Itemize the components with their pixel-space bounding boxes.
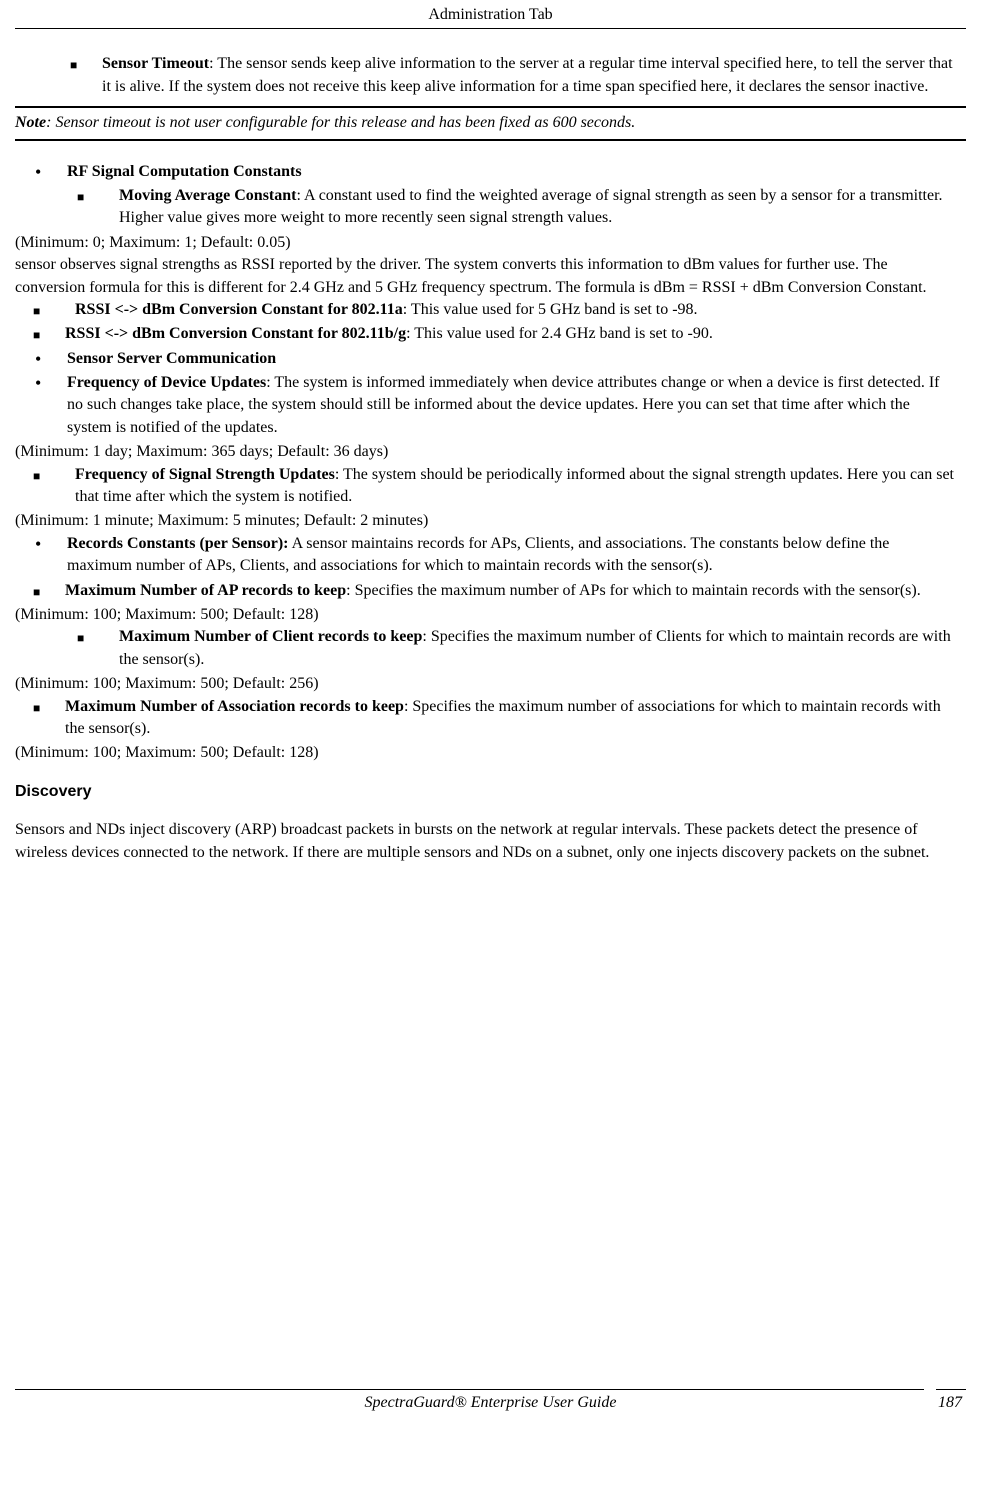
item-text: Maximum Number of AP records to keep: Sp…	[65, 580, 921, 602]
list-item-max-client: ■ Maximum Number of Client records to ke…	[77, 626, 956, 671]
item-label: Moving Average Constant	[119, 187, 296, 204]
item-text: RSSI <-> dBm Conversion Constant for 802…	[75, 299, 698, 321]
item-text: Frequency of Device Updates: The system …	[67, 372, 956, 439]
header-divider	[15, 28, 966, 29]
bullet-square-icon: ■	[70, 53, 102, 74]
item-text: RSSI <-> dBm Conversion Constant for 802…	[65, 323, 713, 345]
bullet-dot-icon: •	[35, 533, 67, 553]
item-label: RF Signal Computation Constants	[67, 161, 302, 183]
item-label: Sensor Timeout	[102, 55, 209, 72]
bullet-dot-icon: •	[35, 372, 67, 392]
item-label: Frequency of Device Updates	[67, 374, 266, 391]
item-label: Sensor Server Communication	[67, 348, 276, 370]
document-page: Administration Tab ■ Sensor Timeout: The…	[0, 0, 981, 1420]
bullet-square-icon: ■	[77, 626, 119, 647]
range-text: (Minimum: 100; Maximum: 500; Default: 25…	[15, 673, 956, 695]
item-label: Maximum Number of Client records to keep	[119, 628, 422, 645]
item-label: Frequency of Signal Strength Updates	[75, 466, 335, 483]
discovery-heading: Discovery	[15, 781, 966, 803]
bullet-dot-icon: •	[35, 348, 67, 368]
item-text: Maximum Number of Association records to…	[65, 696, 956, 741]
list-item-rssi-a: ■ RSSI <-> dBm Conversion Constant for 8…	[33, 299, 956, 321]
bullet-square-icon: ■	[33, 464, 75, 485]
discovery-paragraph: Sensors and NDs inject discovery (ARP) b…	[15, 819, 956, 864]
footer-title: SpectraGuard® Enterprise User Guide	[69, 1392, 912, 1414]
item-text: Records Constants (per Sensor): A sensor…	[67, 533, 956, 578]
range-text: (Minimum: 100; Maximum: 500; Default: 12…	[15, 742, 956, 764]
footer-divider	[15, 1389, 966, 1390]
bullet-dot-icon: •	[35, 161, 67, 181]
paragraph: sensor observes signal strengths as RSSI…	[15, 254, 956, 299]
note-text: : Sensor timeout is not user configurabl…	[46, 114, 635, 131]
bullet-square-icon: ■	[33, 299, 75, 320]
bullet-square-icon: ■	[33, 323, 65, 344]
page-header-title: Administration Tab	[15, 0, 966, 28]
page-number: 187	[912, 1392, 962, 1414]
item-label: Records Constants (per Sensor):	[67, 535, 288, 552]
range-text: (Minimum: 1 day; Maximum: 365 days; Defa…	[15, 441, 956, 463]
page-footer: SpectraGuard® Enterprise User Guide 187	[15, 1389, 966, 1414]
range-text: (Minimum: 0; Maximum: 1; Default: 0.05)	[15, 232, 956, 254]
note-label: Note	[15, 114, 46, 131]
bullet-square-icon: ■	[77, 185, 119, 206]
item-text: Sensor Timeout: The sensor sends keep al…	[102, 53, 956, 98]
list-item-sensor-server: • Sensor Server Communication	[35, 348, 956, 370]
bullet-square-icon: ■	[33, 580, 65, 601]
list-item-max-assoc: ■ Maximum Number of Association records …	[33, 696, 956, 741]
item-label: RSSI <-> dBm Conversion Constant for 802…	[75, 301, 403, 318]
list-item-max-ap: ■ Maximum Number of AP records to keep: …	[33, 580, 956, 602]
list-item-moving-avg: ■ Moving Average Constant: A constant us…	[77, 185, 956, 230]
list-item-rssi-bg: ■ RSSI <-> dBm Conversion Constant for 8…	[33, 323, 956, 345]
item-label: Maximum Number of AP records to keep	[65, 582, 346, 599]
item-label: RSSI <-> dBm Conversion Constant for 802…	[65, 325, 406, 342]
item-text: Frequency of Signal Strength Updates: Th…	[75, 464, 956, 509]
note-box: Note: Sensor timeout is not user configu…	[15, 106, 966, 140]
list-item-freq-signal: ■ Frequency of Signal Strength Updates: …	[33, 464, 956, 509]
bullet-square-icon: ■	[33, 696, 65, 717]
list-item-records: • Records Constants (per Sensor): A sens…	[35, 533, 956, 578]
range-text: (Minimum: 100; Maximum: 500; Default: 12…	[15, 604, 956, 626]
list-item-rf-signal: • RF Signal Computation Constants	[35, 161, 956, 183]
item-label: Maximum Number of Association records to…	[65, 698, 404, 715]
range-text: (Minimum: 1 minute; Maximum: 5 minutes; …	[15, 510, 956, 532]
item-text: Maximum Number of Client records to keep…	[119, 626, 956, 671]
item-text: Moving Average Constant: A constant used…	[119, 185, 956, 230]
list-item-freq-device: • Frequency of Device Updates: The syste…	[35, 372, 956, 439]
list-item-sensor-timeout: ■ Sensor Timeout: The sensor sends keep …	[70, 53, 956, 98]
footer-spacer	[19, 1392, 69, 1414]
